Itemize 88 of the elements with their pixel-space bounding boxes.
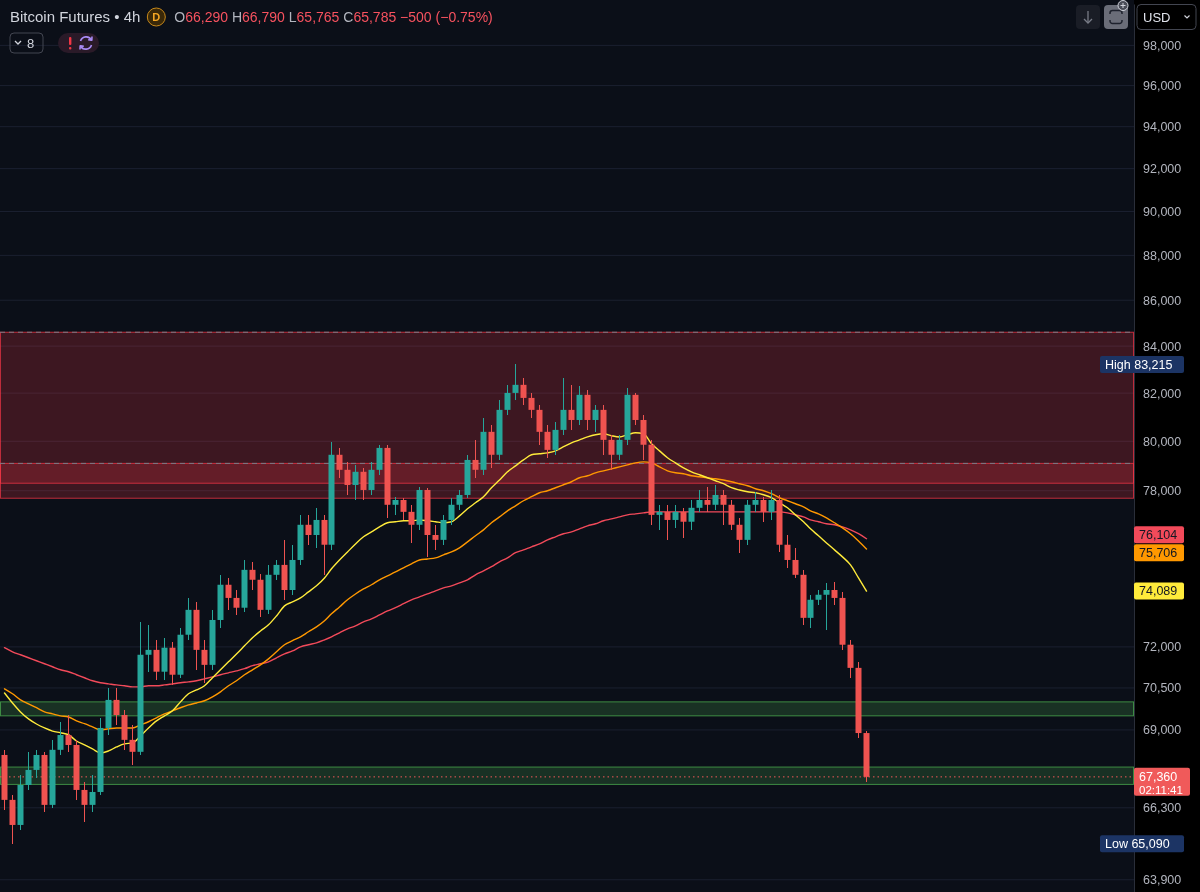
candlestick bbox=[520, 377, 527, 406]
candlestick bbox=[823, 582, 830, 631]
candlestick bbox=[456, 489, 463, 511]
text: 02:11:41 bbox=[1139, 783, 1183, 796]
candlestick bbox=[153, 639, 160, 681]
candlestick bbox=[25, 751, 32, 791]
annotation: D bbox=[152, 10, 161, 23]
candlestick bbox=[376, 444, 383, 476]
y-tick-label: 90,000 bbox=[1143, 205, 1182, 220]
candlestick bbox=[536, 404, 543, 446]
candlestick bbox=[752, 491, 759, 513]
candlestick bbox=[768, 489, 775, 521]
annotation: 8 bbox=[27, 35, 35, 51]
candlestick bbox=[592, 404, 599, 433]
candlestick bbox=[736, 517, 743, 554]
candlestick bbox=[656, 504, 663, 531]
candlestick bbox=[400, 497, 407, 521]
candlestick bbox=[831, 581, 838, 606]
y-tick-label: 98,000 bbox=[1143, 38, 1182, 53]
candlestick bbox=[225, 577, 232, 611]
candlestick bbox=[201, 639, 208, 684]
ref-line-label: 67,360 bbox=[1139, 770, 1178, 785]
y-tick-label: 96,000 bbox=[1143, 79, 1182, 94]
candlestick bbox=[472, 439, 479, 479]
candlestick bbox=[608, 434, 615, 471]
candlestick bbox=[784, 534, 791, 569]
candlestick bbox=[129, 724, 136, 766]
y-tick-label: 66,300 bbox=[1143, 801, 1182, 816]
candlestick bbox=[544, 424, 551, 459]
y-tick-label: 72,000 bbox=[1143, 640, 1182, 655]
text: 75,706 bbox=[1139, 546, 1178, 561]
candlestick bbox=[847, 639, 854, 679]
candlestick bbox=[336, 447, 343, 479]
candlestick bbox=[696, 489, 703, 513]
candlestick bbox=[89, 774, 96, 813]
y-tick-label: 70,500 bbox=[1143, 681, 1182, 696]
annotation: High 83,215 bbox=[1105, 357, 1173, 372]
candlestick bbox=[672, 504, 679, 529]
y-tick-label: 80,000 bbox=[1143, 434, 1182, 449]
candlestick bbox=[344, 461, 351, 496]
chart-title: Bitcoin Futures • 4h bbox=[10, 8, 141, 25]
candlestick bbox=[440, 514, 447, 546]
candlestick bbox=[504, 384, 511, 416]
candlestick bbox=[528, 392, 535, 419]
line-series bbox=[3, 461, 868, 731]
candlestick bbox=[233, 589, 240, 616]
candlestick bbox=[313, 507, 320, 549]
y-tick-label: 84,000 bbox=[1143, 339, 1182, 354]
text: 76,104 bbox=[1139, 528, 1178, 543]
candlestick bbox=[33, 749, 40, 779]
annotation: Low 65,090 bbox=[1105, 837, 1170, 852]
candlestick bbox=[688, 499, 695, 531]
text: 74,089 bbox=[1139, 584, 1178, 599]
y-tick-label: 86,000 bbox=[1143, 293, 1182, 308]
candlestick bbox=[305, 514, 312, 546]
candlestick bbox=[352, 464, 359, 501]
candlestick bbox=[81, 781, 88, 823]
candlestick bbox=[249, 561, 256, 591]
candlestick bbox=[616, 434, 623, 461]
candlestick bbox=[368, 461, 375, 496]
candlestick bbox=[360, 467, 367, 501]
y-tick-label: 69,000 bbox=[1143, 723, 1182, 738]
candlestick bbox=[145, 624, 152, 673]
candlestick bbox=[568, 384, 575, 431]
candlestick bbox=[392, 496, 399, 516]
candlestick bbox=[432, 524, 439, 551]
y-tick-label: 92,000 bbox=[1143, 162, 1182, 177]
candlestick bbox=[488, 424, 495, 469]
chart-subtitle: O66,290 H66,790 L65,765 C65,785 −500 (−0.75%) bbox=[174, 9, 493, 25]
candlestick bbox=[57, 721, 64, 756]
candlestick bbox=[807, 594, 814, 629]
candlestick bbox=[408, 504, 415, 544]
candlestick bbox=[792, 547, 799, 579]
y-tick-label: 88,000 bbox=[1143, 248, 1182, 263]
candlestick bbox=[113, 687, 120, 726]
y-tick-label: 82,000 bbox=[1143, 386, 1182, 401]
candlestick bbox=[161, 637, 168, 681]
candlestick bbox=[273, 559, 280, 581]
candlestick bbox=[560, 377, 567, 436]
y-tick-label: 78,000 bbox=[1143, 484, 1182, 499]
candlestick bbox=[552, 421, 559, 456]
candlestick bbox=[512, 363, 519, 401]
y-tick-label: 94,000 bbox=[1143, 120, 1182, 135]
candlestick bbox=[448, 497, 455, 526]
candlestick bbox=[65, 714, 72, 753]
y-tick-label: 63,900 bbox=[1143, 873, 1182, 888]
candlestick bbox=[712, 484, 719, 511]
text: USD bbox=[1143, 9, 1171, 25]
